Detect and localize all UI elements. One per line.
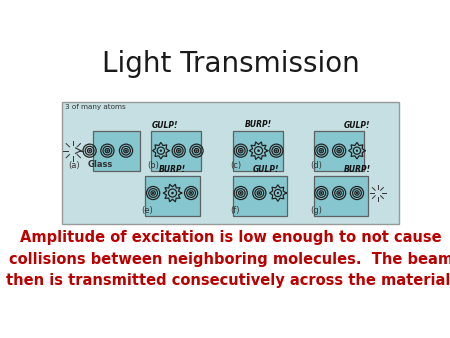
FancyBboxPatch shape [314,176,368,216]
Circle shape [356,192,358,194]
Circle shape [239,149,242,152]
Circle shape [239,192,242,194]
Text: (e): (e) [141,206,153,215]
Text: (f): (f) [230,206,239,215]
Circle shape [257,149,260,152]
FancyBboxPatch shape [63,102,399,224]
Text: Glass: Glass [88,160,113,169]
Text: Amplitude of excitation is low enough to not cause
collisions between neighborin: Amplitude of excitation is low enough to… [5,230,450,288]
Text: BURP!: BURP! [343,165,370,174]
Circle shape [356,149,358,152]
FancyBboxPatch shape [145,176,200,216]
Circle shape [177,149,180,152]
Circle shape [152,192,154,194]
Text: GULP!: GULP! [152,121,178,130]
Circle shape [320,192,323,194]
FancyBboxPatch shape [233,176,287,216]
Text: (g): (g) [310,206,322,215]
Circle shape [258,192,261,194]
FancyBboxPatch shape [233,131,284,171]
Text: 3 of many atoms: 3 of many atoms [65,104,126,111]
Text: (c): (c) [230,161,241,170]
Circle shape [338,192,340,194]
FancyBboxPatch shape [94,131,140,171]
Circle shape [338,149,340,152]
Text: (b): (b) [148,161,160,170]
Circle shape [88,149,91,152]
FancyBboxPatch shape [151,131,201,171]
Text: BURP!: BURP! [245,120,272,129]
Text: Light Transmission: Light Transmission [102,50,360,78]
Circle shape [277,192,279,194]
Circle shape [195,149,198,152]
Circle shape [190,192,192,194]
Circle shape [106,149,108,152]
Circle shape [320,149,323,152]
Circle shape [160,149,162,152]
Text: BURP!: BURP! [159,165,186,174]
Text: (a): (a) [69,161,80,170]
Circle shape [275,149,278,152]
Circle shape [125,149,127,152]
Text: GULP!: GULP! [344,121,370,130]
Text: (d): (d) [310,161,322,170]
Circle shape [171,192,174,194]
FancyBboxPatch shape [314,131,364,171]
Text: GULP!: GULP! [252,165,279,174]
